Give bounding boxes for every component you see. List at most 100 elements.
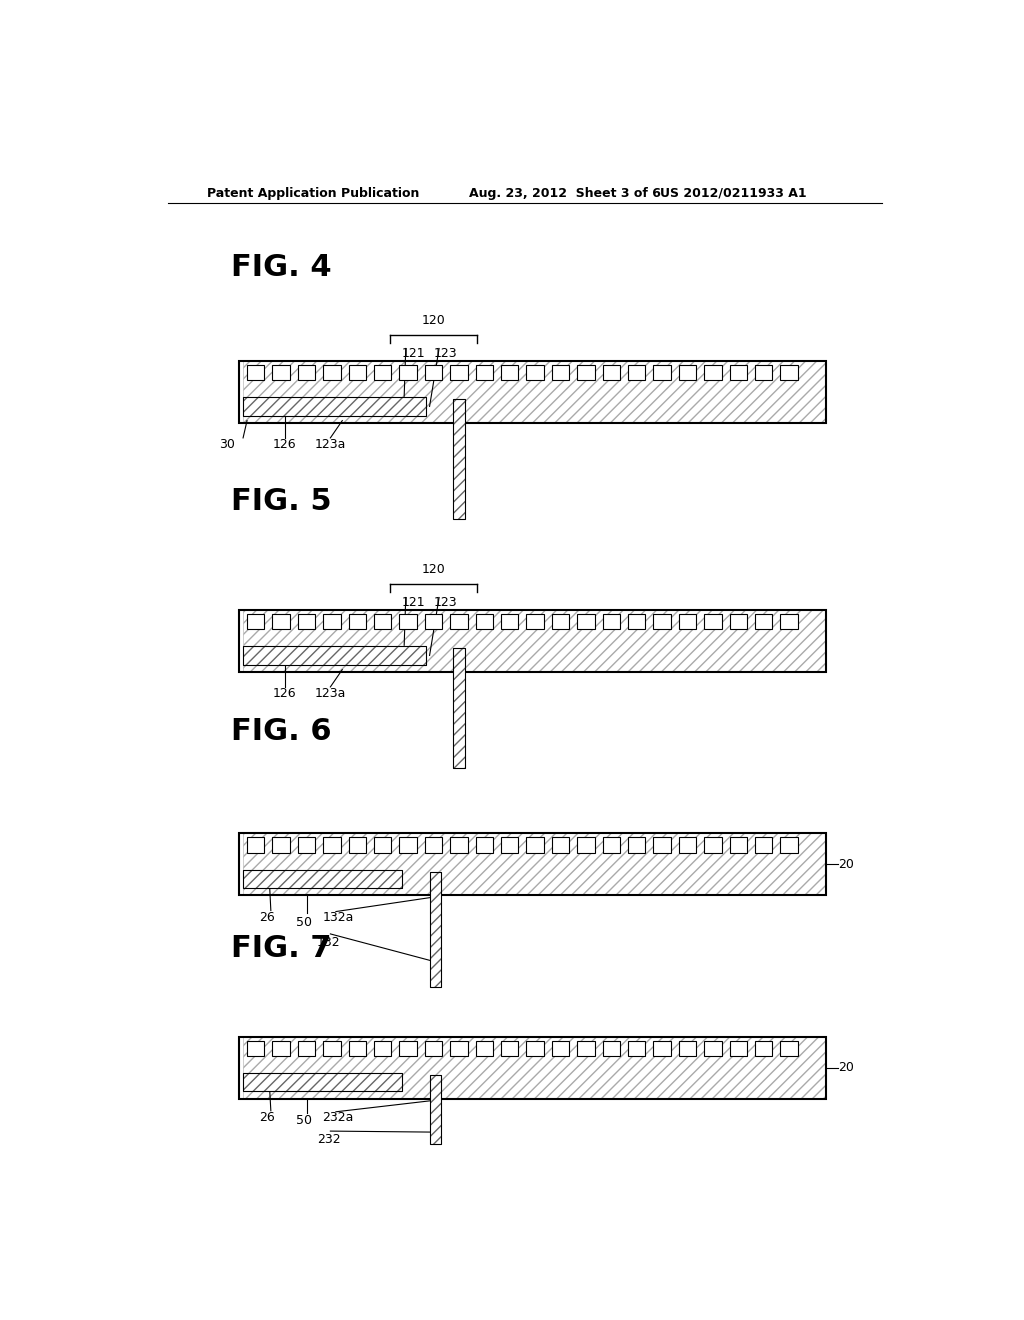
Bar	[430, 1076, 441, 1144]
Bar	[348, 837, 367, 853]
Bar	[679, 364, 696, 380]
Bar	[602, 837, 621, 853]
Bar	[348, 1040, 367, 1056]
Bar	[780, 364, 798, 380]
Bar	[425, 364, 442, 380]
Bar	[729, 1040, 748, 1056]
Bar	[653, 1040, 671, 1056]
Bar	[526, 1040, 544, 1056]
Bar	[272, 837, 290, 853]
Bar	[653, 614, 671, 630]
Bar	[475, 364, 494, 380]
Bar	[755, 364, 772, 380]
Bar	[578, 364, 595, 380]
Bar	[240, 1036, 826, 1098]
Bar	[501, 1040, 518, 1056]
Bar	[243, 397, 426, 416]
Bar	[628, 837, 645, 853]
Bar	[780, 1040, 798, 1056]
Bar	[272, 1040, 290, 1056]
Text: Aug. 23, 2012  Sheet 3 of 6: Aug. 23, 2012 Sheet 3 of 6	[469, 187, 662, 199]
Bar	[552, 1040, 569, 1056]
Bar	[454, 648, 465, 768]
Bar	[425, 1040, 442, 1056]
Text: FIG. 4: FIG. 4	[231, 253, 332, 282]
Bar	[298, 1040, 315, 1056]
Bar	[324, 1040, 341, 1056]
Bar	[501, 364, 518, 380]
Bar	[602, 614, 621, 630]
Bar	[243, 1036, 826, 1098]
Bar	[324, 364, 341, 380]
Bar	[705, 614, 722, 630]
Bar	[729, 364, 748, 380]
Bar	[374, 364, 391, 380]
Bar	[399, 614, 417, 630]
Bar	[475, 837, 494, 853]
Bar	[755, 1040, 772, 1056]
Bar	[780, 837, 798, 853]
Text: 26: 26	[259, 911, 274, 924]
Bar	[705, 1040, 722, 1056]
Text: 30: 30	[219, 438, 236, 451]
Text: 20: 20	[839, 1061, 854, 1074]
Bar	[247, 1040, 264, 1056]
Bar	[374, 614, 391, 630]
Text: Patent Application Publication: Patent Application Publication	[207, 187, 420, 199]
Bar	[451, 614, 468, 630]
Bar	[454, 399, 465, 519]
Bar	[243, 870, 401, 888]
Bar	[348, 364, 367, 380]
Text: FIG. 7: FIG. 7	[231, 935, 332, 964]
Bar	[243, 870, 401, 888]
Bar	[324, 837, 341, 853]
Text: 123a: 123a	[314, 686, 346, 700]
Text: 123: 123	[433, 347, 457, 360]
Text: 126: 126	[272, 438, 296, 451]
Text: 50: 50	[296, 1114, 312, 1127]
Bar	[628, 1040, 645, 1056]
Bar	[602, 1040, 621, 1056]
Text: 120: 120	[422, 564, 445, 576]
Bar	[425, 837, 442, 853]
Bar	[705, 837, 722, 853]
Bar	[526, 614, 544, 630]
Bar	[272, 614, 290, 630]
Bar	[243, 610, 826, 672]
Bar	[578, 1040, 595, 1056]
Bar	[755, 837, 772, 853]
Bar	[243, 647, 426, 664]
Text: 120: 120	[422, 314, 445, 327]
Text: 232: 232	[316, 1133, 341, 1146]
Text: 126: 126	[272, 686, 296, 700]
Bar	[243, 1073, 401, 1092]
Bar	[729, 614, 748, 630]
Text: 132a: 132a	[323, 911, 354, 924]
Bar	[526, 837, 544, 853]
Text: FIG. 6: FIG. 6	[231, 717, 332, 746]
Bar	[247, 614, 264, 630]
Bar	[243, 833, 826, 895]
Bar	[679, 614, 696, 630]
Bar	[653, 364, 671, 380]
Bar	[324, 614, 341, 630]
Bar	[243, 397, 426, 416]
Bar	[552, 614, 569, 630]
Bar	[552, 364, 569, 380]
Bar	[705, 364, 722, 380]
Bar	[425, 614, 442, 630]
Text: 121: 121	[401, 347, 425, 360]
Text: 121: 121	[401, 597, 425, 610]
Bar	[247, 837, 264, 853]
Bar	[679, 1040, 696, 1056]
Bar	[552, 837, 569, 853]
Bar	[243, 360, 826, 422]
Bar	[501, 837, 518, 853]
Bar	[454, 399, 465, 519]
Bar	[578, 837, 595, 853]
Bar	[298, 364, 315, 380]
Text: 132: 132	[316, 936, 341, 949]
Bar	[243, 647, 426, 664]
Bar	[578, 614, 595, 630]
Bar	[526, 364, 544, 380]
